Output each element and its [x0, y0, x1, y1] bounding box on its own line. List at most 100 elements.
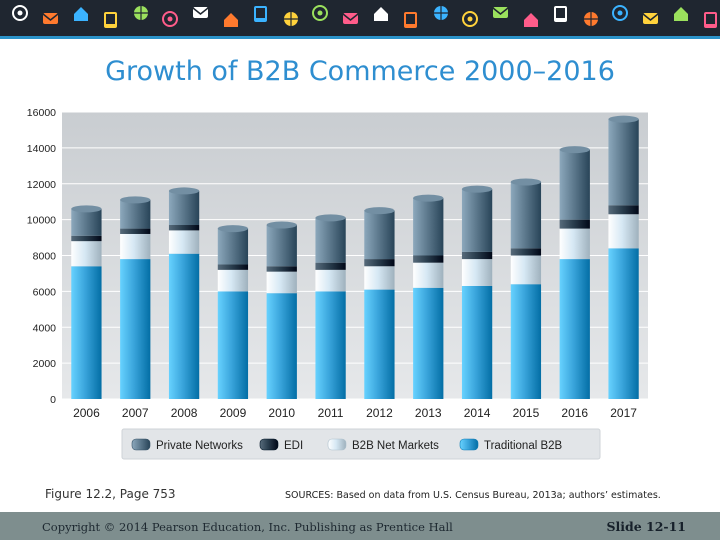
bar-segment: [413, 198, 444, 256]
bar-cap: [120, 196, 151, 204]
bar-segment: [461, 189, 493, 252]
legend-item: B2B Net Markets: [327, 438, 439, 452]
thumbs-up-icon: [642, 13, 659, 24]
message-icon: [704, 12, 717, 28]
banner-divider: [0, 36, 720, 39]
car-icon: [134, 6, 148, 20]
legend-box: [121, 428, 601, 460]
bar-segment: [266, 271, 297, 294]
bar-segment: [168, 190, 200, 226]
message-icon: [42, 13, 59, 24]
shopping-cart-icon: [284, 12, 298, 26]
legend-label: Traditional B2B: [484, 440, 563, 452]
bar-segment: [461, 285, 493, 399]
bar-segment: [120, 228, 151, 234]
y-tick-label: 12000: [27, 179, 56, 191]
legend-swatch: [327, 438, 347, 451]
globe-icon: [104, 12, 117, 28]
legend-label: EDI: [284, 440, 303, 452]
bar-segment: [266, 225, 297, 267]
x-tick-label: 2007: [122, 406, 149, 420]
bar-segment: [510, 284, 542, 399]
bar-cap: [266, 221, 297, 229]
y-axis: 0 2000 4000 6000 8000 10000 12000 14000 16000: [27, 107, 56, 406]
legend-swatch: [131, 438, 151, 451]
bar-segment: [461, 259, 493, 286]
bar-segment: [315, 217, 346, 263]
bar-segment: [608, 119, 639, 206]
x-tick-label: 2016: [561, 406, 588, 420]
bar-segment: [559, 149, 590, 220]
bar-segment: [315, 291, 346, 399]
bar-cap: [71, 205, 102, 213]
bars: [71, 115, 639, 399]
laptop-icon: [254, 6, 267, 22]
bar-cap: [559, 146, 590, 154]
bar-segment: [71, 266, 102, 399]
x-tick-label: 2017: [610, 406, 637, 420]
y-tick-label: 4000: [33, 322, 57, 334]
bar-segment: [168, 225, 200, 231]
bar-stack-2015: [510, 178, 542, 399]
bar-segment: [364, 289, 395, 399]
icon-banner: [0, 0, 720, 36]
x-axis: 2006 2007 2008 2009 2010 2011 2012 2013 2014 2015…: [73, 406, 637, 420]
bar-segment: [71, 208, 102, 236]
globe-icon: [434, 6, 448, 20]
at-sign-icon: [12, 5, 28, 21]
legend: Private Networks EDI B2B Net Markets Tradit…: [121, 428, 601, 460]
y-tick-label: 8000: [33, 251, 57, 263]
at-sign-icon: [674, 7, 688, 21]
x-tick-label: 2006: [73, 406, 100, 420]
y-tick-label: 16000: [27, 107, 56, 119]
bar-segment: [168, 230, 200, 254]
bar-segment: [120, 199, 151, 229]
phone-icon: [524, 13, 538, 27]
bar-cap: [217, 225, 249, 233]
laptop-icon: [584, 12, 598, 26]
bar-stack-2008: [168, 187, 200, 399]
house-icon: [554, 6, 567, 22]
bar-segment: [413, 287, 444, 399]
x-tick-label: 2014: [464, 406, 491, 420]
wifi-icon: [492, 7, 509, 18]
house-icon: [224, 13, 238, 27]
bar-stack-2012: [364, 207, 395, 399]
bar-segment: [315, 262, 346, 270]
bar-segment: [71, 235, 102, 242]
bar-segment: [608, 248, 639, 399]
bar-cap: [168, 187, 200, 195]
x-tick-label: 2015: [513, 406, 540, 420]
bar-segment: [461, 251, 493, 260]
message-icon: [374, 7, 388, 21]
bar-segment: [120, 233, 151, 260]
sources-note: SOURCES: Based on data from U.S. Census …: [285, 490, 661, 501]
bar-segment: [217, 264, 249, 270]
bar-segment: [608, 214, 639, 249]
bar-segment: [559, 228, 590, 260]
bar-segment: [168, 253, 200, 399]
b2b-growth-chart: 0 2000 4000 6000 8000 10000 12000 14000 16000 200…: [10, 106, 710, 480]
bar-cap: [413, 194, 444, 202]
bar-segment: [217, 291, 249, 399]
legend-swatch: [259, 438, 279, 451]
banner-icons: [12, 5, 717, 28]
car-icon: [462, 11, 478, 27]
bar-cap: [510, 178, 542, 186]
wifi-icon: [162, 11, 178, 27]
slide-title: Growth of B2B Commerce 2000–2016: [105, 56, 615, 87]
x-tick-label: 2010: [268, 406, 295, 420]
bar-cap: [364, 207, 395, 215]
bar-stack-2006: [71, 205, 102, 399]
bar-segment: [266, 293, 297, 399]
bar-segment: [559, 219, 590, 229]
bar-segment: [510, 181, 542, 249]
bar-stack-2013: [413, 194, 444, 399]
y-tick-label: 14000: [27, 143, 56, 155]
shopping-cart-icon: [612, 5, 628, 21]
phone-icon: [192, 7, 209, 18]
y-grid: [62, 111, 648, 400]
legend-label: Private Networks: [156, 440, 243, 452]
footer-bar: [0, 512, 720, 540]
bar-stack-2016: [559, 146, 590, 399]
